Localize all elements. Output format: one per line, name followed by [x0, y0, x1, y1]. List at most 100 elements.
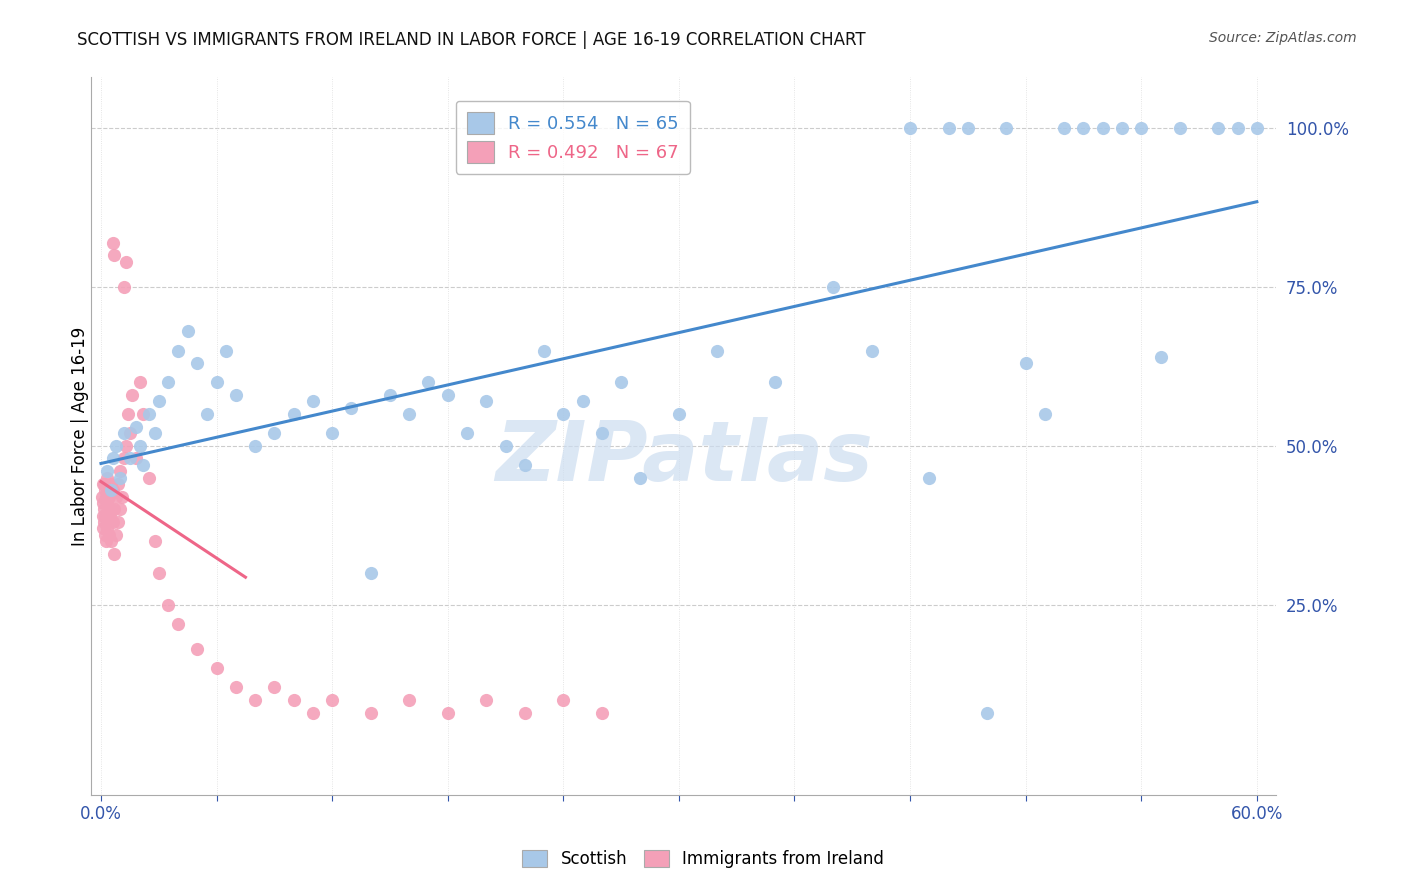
- Point: [1208, 121, 1230, 136]
- Point: [128, 376, 150, 390]
- Point: [186, 356, 208, 370]
- Point: [101, 515, 124, 529]
- Point: [918, 470, 941, 484]
- Point: [628, 470, 651, 484]
- Point: [111, 490, 134, 504]
- Point: [115, 439, 138, 453]
- Point: [195, 407, 218, 421]
- Point: [101, 483, 124, 498]
- Point: [1111, 121, 1133, 136]
- Point: [101, 451, 124, 466]
- Point: [94, 508, 117, 523]
- Point: [553, 693, 575, 707]
- Point: [97, 527, 120, 541]
- Point: [121, 388, 143, 402]
- Point: [340, 401, 363, 415]
- Point: [1014, 356, 1036, 370]
- Point: [263, 680, 285, 694]
- Point: [103, 547, 125, 561]
- Point: [117, 407, 139, 421]
- Point: [821, 280, 844, 294]
- Point: [94, 490, 117, 504]
- Point: [205, 376, 228, 390]
- Point: [138, 470, 160, 484]
- Point: [148, 566, 170, 580]
- Point: [571, 394, 593, 409]
- Point: [101, 235, 124, 250]
- Point: [91, 490, 114, 504]
- Point: [225, 680, 247, 694]
- Point: [668, 407, 690, 421]
- Point: [1168, 121, 1191, 136]
- Point: [243, 439, 266, 453]
- Point: [513, 458, 536, 472]
- Point: [706, 343, 728, 358]
- Point: [100, 483, 122, 498]
- Point: [1149, 350, 1171, 364]
- Point: [591, 426, 613, 441]
- Text: Source: ZipAtlas.com: Source: ZipAtlas.com: [1209, 31, 1357, 45]
- Text: SCOTTISH VS IMMIGRANTS FROM IRELAND IN LABOR FORCE | AGE 16-19 CORRELATION CHART: SCOTTISH VS IMMIGRANTS FROM IRELAND IN L…: [77, 31, 866, 49]
- Point: [436, 388, 458, 402]
- Point: [456, 426, 478, 441]
- Point: [283, 407, 305, 421]
- Point: [976, 706, 998, 720]
- Point: [186, 642, 208, 657]
- Point: [110, 502, 132, 516]
- Point: [105, 527, 128, 541]
- Point: [93, 515, 115, 529]
- Point: [321, 693, 343, 707]
- Point: [91, 521, 114, 535]
- Point: [610, 376, 633, 390]
- Point: [148, 394, 170, 409]
- Point: [138, 407, 160, 421]
- Point: [96, 470, 118, 484]
- Point: [94, 483, 117, 498]
- Point: [112, 280, 135, 294]
- Point: [110, 464, 132, 478]
- Point: [1246, 121, 1268, 136]
- Point: [475, 693, 498, 707]
- Point: [96, 496, 118, 510]
- Point: [143, 534, 166, 549]
- Point: [157, 598, 180, 612]
- Point: [93, 476, 115, 491]
- Point: [1130, 121, 1153, 136]
- Y-axis label: In Labor Force | Age 16-19: In Labor Force | Age 16-19: [72, 326, 89, 546]
- Point: [205, 661, 228, 675]
- Point: [91, 496, 114, 510]
- Point: [107, 515, 129, 529]
- Point: [378, 388, 401, 402]
- Point: [97, 515, 120, 529]
- Point: [321, 426, 343, 441]
- Point: [167, 616, 190, 631]
- Point: [533, 343, 555, 358]
- Point: [475, 394, 498, 409]
- Point: [100, 502, 122, 516]
- Point: [1226, 121, 1249, 136]
- Point: [302, 394, 325, 409]
- Point: [995, 121, 1018, 136]
- Point: [360, 566, 382, 580]
- Point: [418, 376, 440, 390]
- Point: [302, 706, 325, 720]
- Point: [1033, 407, 1056, 421]
- Point: [115, 254, 138, 268]
- Point: [96, 464, 118, 478]
- Point: [360, 706, 382, 720]
- Point: [898, 121, 921, 136]
- Point: [398, 693, 420, 707]
- Point: [167, 343, 190, 358]
- Point: [124, 419, 146, 434]
- Point: [143, 426, 166, 441]
- Point: [1073, 121, 1095, 136]
- Point: [93, 502, 115, 516]
- Point: [105, 490, 128, 504]
- Legend: Scottish, Immigrants from Ireland: Scottish, Immigrants from Ireland: [516, 843, 890, 875]
- Point: [132, 407, 155, 421]
- Point: [157, 376, 180, 390]
- Point: [100, 534, 122, 549]
- Point: [398, 407, 420, 421]
- Text: ZIPatlas: ZIPatlas: [495, 417, 873, 499]
- Point: [225, 388, 247, 402]
